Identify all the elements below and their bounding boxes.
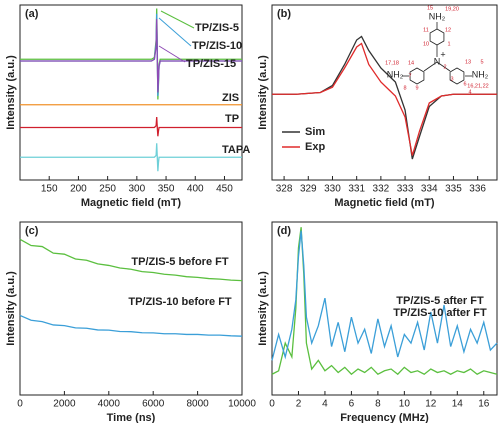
label-arrow: [160, 10, 195, 29]
x-tick-label: 4: [322, 399, 328, 410]
structure-label: 6: [463, 81, 466, 87]
x-axis-label: Magnetic field (mT): [81, 197, 182, 209]
ring: [409, 67, 425, 85]
x-tick-label: 6000: [142, 399, 165, 410]
x-tick-label: 330: [324, 184, 341, 195]
structure-label: 3: [450, 76, 453, 82]
x-tick-label: 334: [421, 184, 438, 195]
x-tick-label: 0: [269, 399, 275, 410]
x-tick-label: 14: [452, 399, 464, 410]
bond: [436, 61, 451, 72]
structure-label: NH₂: [387, 69, 404, 79]
plot-frame: [271, 4, 498, 181]
plot-frame: [271, 221, 498, 396]
series-label: TP/ZIS-10: [192, 40, 242, 52]
series-line: [271, 230, 498, 361]
series-line: [20, 116, 242, 137]
series-label: TP/ZIS-5 before FT: [131, 256, 228, 268]
x-tick-label: 250: [99, 184, 116, 195]
structure-label: 8: [403, 85, 406, 91]
x-tick-label: 2: [296, 399, 302, 410]
series-label: TAPA: [222, 144, 250, 156]
x-tick-label: 8000: [186, 399, 209, 410]
structure-label: 10: [423, 41, 429, 47]
y-axis-label: Intensity (a.u.): [257, 271, 269, 346]
x-axis-label: Time (ns): [107, 412, 156, 423]
bond: [423, 61, 438, 72]
structure-label: NH₂: [429, 11, 446, 21]
x-tick-label: 400: [187, 184, 204, 195]
structure-label: 13: [465, 59, 471, 65]
structure-label: 14: [408, 60, 414, 66]
x-tick-label: 450: [216, 184, 233, 195]
ring: [449, 67, 465, 85]
structure-label: N: [434, 56, 441, 66]
y-axis-label: Intensity (a.u.): [5, 55, 17, 130]
legend-label: Sim: [305, 126, 325, 138]
x-tick-label: 350: [158, 184, 175, 195]
plot-frame: [19, 4, 243, 181]
structure-label: +: [440, 49, 445, 59]
x-tick-label: 6: [349, 399, 355, 410]
x-tick-label: 333: [397, 184, 414, 195]
panel-label: (a): [25, 8, 39, 20]
y-axis-label: Intensity (a.u.): [257, 55, 269, 130]
x-tick-label: 16: [478, 399, 490, 410]
structure-label: 15: [427, 5, 433, 11]
legend-label: Exp: [305, 141, 325, 153]
ring: [429, 28, 445, 46]
y-axis-label: Intensity (a.u.): [5, 271, 17, 346]
x-tick-label: 329: [300, 184, 317, 195]
x-tick-label: 300: [128, 184, 145, 195]
series-label: TP/ZIS-5: [195, 22, 239, 34]
plot-frame: [19, 221, 243, 396]
structure-label: 1: [447, 41, 450, 47]
structure-label: 16,21,22: [467, 83, 488, 89]
label-arrow: [158, 45, 186, 63]
series-label: TP: [225, 113, 239, 125]
panel-label: (c): [25, 225, 39, 237]
panel-label: (d): [277, 225, 291, 237]
structure-label: 17,18: [385, 60, 399, 66]
x-tick-label: 336: [469, 184, 486, 195]
x-tick-label: 200: [70, 184, 87, 195]
series-label: TP/ZIS-15: [186, 58, 236, 70]
x-tick-label: 2000: [53, 399, 76, 410]
x-axis-label: Frequency (MHz): [340, 412, 429, 423]
structure-label: NH₂: [472, 69, 489, 79]
series-line: [272, 42, 497, 156]
x-tick-label: 0: [17, 399, 23, 410]
series-label: TP/ZIS-10 before FT: [128, 296, 232, 308]
x-tick-label: 150: [41, 184, 58, 195]
series-line: [20, 18, 242, 93]
panel-label: (b): [277, 8, 291, 20]
series-label: TP/ZIS-10 after FT: [393, 307, 487, 319]
series-label: TP/ZIS-5 after FT: [396, 295, 484, 307]
series-line: [20, 143, 242, 172]
structure-label: 9: [415, 85, 418, 91]
series-line: [19, 238, 243, 282]
x-tick-label: 10000: [228, 399, 256, 410]
x-tick-label: 10: [399, 399, 411, 410]
x-tick-label: 12: [425, 399, 437, 410]
structure-label: 11: [423, 27, 429, 33]
structure-label: 4: [468, 89, 471, 95]
structure-label: 5: [480, 59, 483, 65]
x-tick-label: 8: [375, 399, 381, 410]
x-tick-label: 4000: [98, 399, 121, 410]
label-arrow: [158, 17, 192, 47]
x-tick-label: 332: [373, 184, 390, 195]
structure-label: 12: [445, 27, 451, 33]
x-tick-label: 335: [445, 184, 462, 195]
series-label: ZIS: [222, 92, 239, 104]
x-tick-label: 331: [348, 184, 365, 195]
x-axis-label: Magnetic field (mT): [334, 197, 435, 209]
structure-label: 7: [408, 73, 411, 79]
structure-label: 2: [443, 64, 446, 70]
structure-label: 19,20: [445, 6, 459, 12]
series-line: [19, 314, 243, 337]
x-tick-label: 328: [276, 184, 293, 195]
